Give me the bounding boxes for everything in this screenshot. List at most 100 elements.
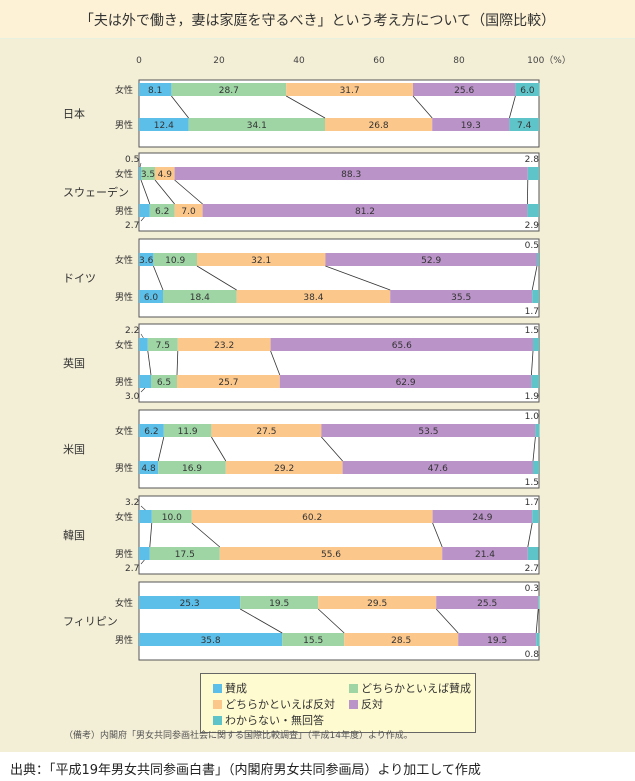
- country-panel: [138, 409, 540, 489]
- bar-segment-male: [432, 118, 510, 131]
- label-leader-line: [140, 387, 146, 393]
- bar-segment-female: [538, 596, 540, 609]
- bar-segment-male: [139, 633, 283, 646]
- data-label: 8.1: [148, 86, 162, 96]
- bar-segment-female: [515, 83, 540, 96]
- data-label: 6.2: [155, 207, 169, 217]
- data-label-outside: 1.5: [525, 478, 539, 488]
- bar-segment-male: [533, 461, 539, 474]
- data-label: 24.9: [472, 513, 492, 523]
- data-label: 38.4: [303, 293, 323, 303]
- bar-segment-male: [390, 290, 533, 303]
- sex-label-male: 男性: [115, 462, 133, 474]
- sex-label-male: 男性: [115, 376, 133, 388]
- country-label: 英国: [63, 356, 85, 370]
- data-label-outside: 0.8: [525, 650, 540, 660]
- bar-segment-female: [171, 83, 287, 96]
- legend-item: 反対: [349, 696, 383, 712]
- connector-line: [153, 265, 164, 291]
- x-tick-label: 40: [293, 56, 305, 66]
- bar-segment-female: [139, 83, 172, 96]
- label-leader-line: [140, 559, 145, 565]
- connector-line: [240, 608, 283, 634]
- data-label: 55.6: [321, 550, 341, 560]
- connector-line: [157, 436, 165, 462]
- sex-label-female: 女性: [115, 254, 133, 266]
- data-label: 60.2: [302, 513, 322, 523]
- bar-segment-male: [342, 461, 533, 474]
- data-label: 16.9: [182, 464, 202, 474]
- bar-segment-female: [270, 338, 533, 351]
- data-label: 10.9: [165, 256, 185, 266]
- bar-segment-male: [236, 290, 391, 303]
- legend-swatch: [349, 699, 358, 709]
- bar-segment-female: [155, 167, 175, 180]
- data-label: 10.0: [162, 513, 182, 523]
- data-label: 3.5: [141, 170, 155, 180]
- data-label: 29.2: [274, 464, 294, 474]
- data-label: 25.7: [218, 378, 238, 388]
- country-label: フィリピン: [63, 615, 118, 628]
- connector-line: [531, 350, 534, 376]
- bar-segment-male: [139, 204, 150, 217]
- bar-segment-male: [219, 547, 443, 560]
- data-label: 21.4: [475, 550, 495, 560]
- data-label: 25.6: [454, 86, 474, 96]
- data-label: 4.9: [158, 170, 173, 180]
- x-tick-label: 20: [213, 56, 225, 66]
- sex-label-male: 男性: [115, 634, 133, 646]
- bar-segment-female: [139, 424, 164, 437]
- data-label: 19.5: [269, 599, 289, 609]
- bar-segment-female: [535, 424, 540, 437]
- data-label: 6.0: [144, 293, 159, 303]
- country-panel: [138, 238, 540, 318]
- bar-segment-female: [139, 338, 148, 351]
- connector-line: [149, 522, 153, 548]
- data-label: 47.6: [428, 464, 448, 474]
- bar-segment-male: [177, 375, 280, 388]
- chart-title: 「夫は外で働き，妻は家庭を守るべき」という考え方について（国際比較）: [79, 13, 556, 29]
- bar-segment-male: [509, 118, 539, 131]
- bar-segment-female: [436, 596, 539, 609]
- data-label: 28.5: [391, 636, 411, 646]
- data-label: 17.5: [175, 550, 195, 560]
- connector-line: [435, 608, 459, 634]
- data-label: 7.4: [517, 121, 532, 131]
- data-label-outside: 2.7: [525, 564, 539, 574]
- data-label: 26.8: [369, 121, 389, 131]
- connector-line: [154, 179, 175, 205]
- bar-segment-male: [139, 461, 159, 474]
- data-label: 3.6: [139, 256, 154, 266]
- data-label: 12.4: [154, 121, 174, 131]
- country-panel: [138, 152, 540, 232]
- legend-label: どちらかといえば反対: [225, 698, 335, 711]
- connector-line: [176, 350, 179, 376]
- bar-segment-male: [174, 204, 203, 217]
- data-label: 7.0: [181, 207, 196, 217]
- data-label-outside: 3.0: [125, 392, 140, 402]
- data-label: 29.5: [367, 599, 387, 609]
- country-label: スウェーデン: [63, 185, 129, 199]
- sex-label-female: 女性: [115, 597, 133, 609]
- legend-swatch: [349, 683, 358, 693]
- data-label: 4.8: [141, 464, 156, 474]
- legend-item: どちらかといえば反対: [213, 696, 335, 712]
- connector-line: [317, 608, 345, 634]
- bar-segment-female: [325, 253, 537, 266]
- data-label: 34.1: [247, 121, 267, 131]
- connector-line: [527, 522, 533, 548]
- data-label: 6.5: [157, 378, 171, 388]
- legend-item: どちらかといえば賛成: [349, 680, 471, 696]
- connector-line: [171, 95, 189, 119]
- sex-label-female: 女性: [115, 84, 133, 96]
- bar-segment-female: [139, 167, 141, 180]
- label-leader-line: [140, 333, 144, 339]
- bar-segment-male: [158, 461, 226, 474]
- data-label: 52.9: [421, 256, 441, 266]
- country-panel: [138, 323, 540, 403]
- legend-swatch: [213, 699, 222, 709]
- bar-segment-female: [174, 167, 528, 180]
- bar-segment-female: [147, 338, 178, 351]
- label-leader-line: [140, 505, 146, 511]
